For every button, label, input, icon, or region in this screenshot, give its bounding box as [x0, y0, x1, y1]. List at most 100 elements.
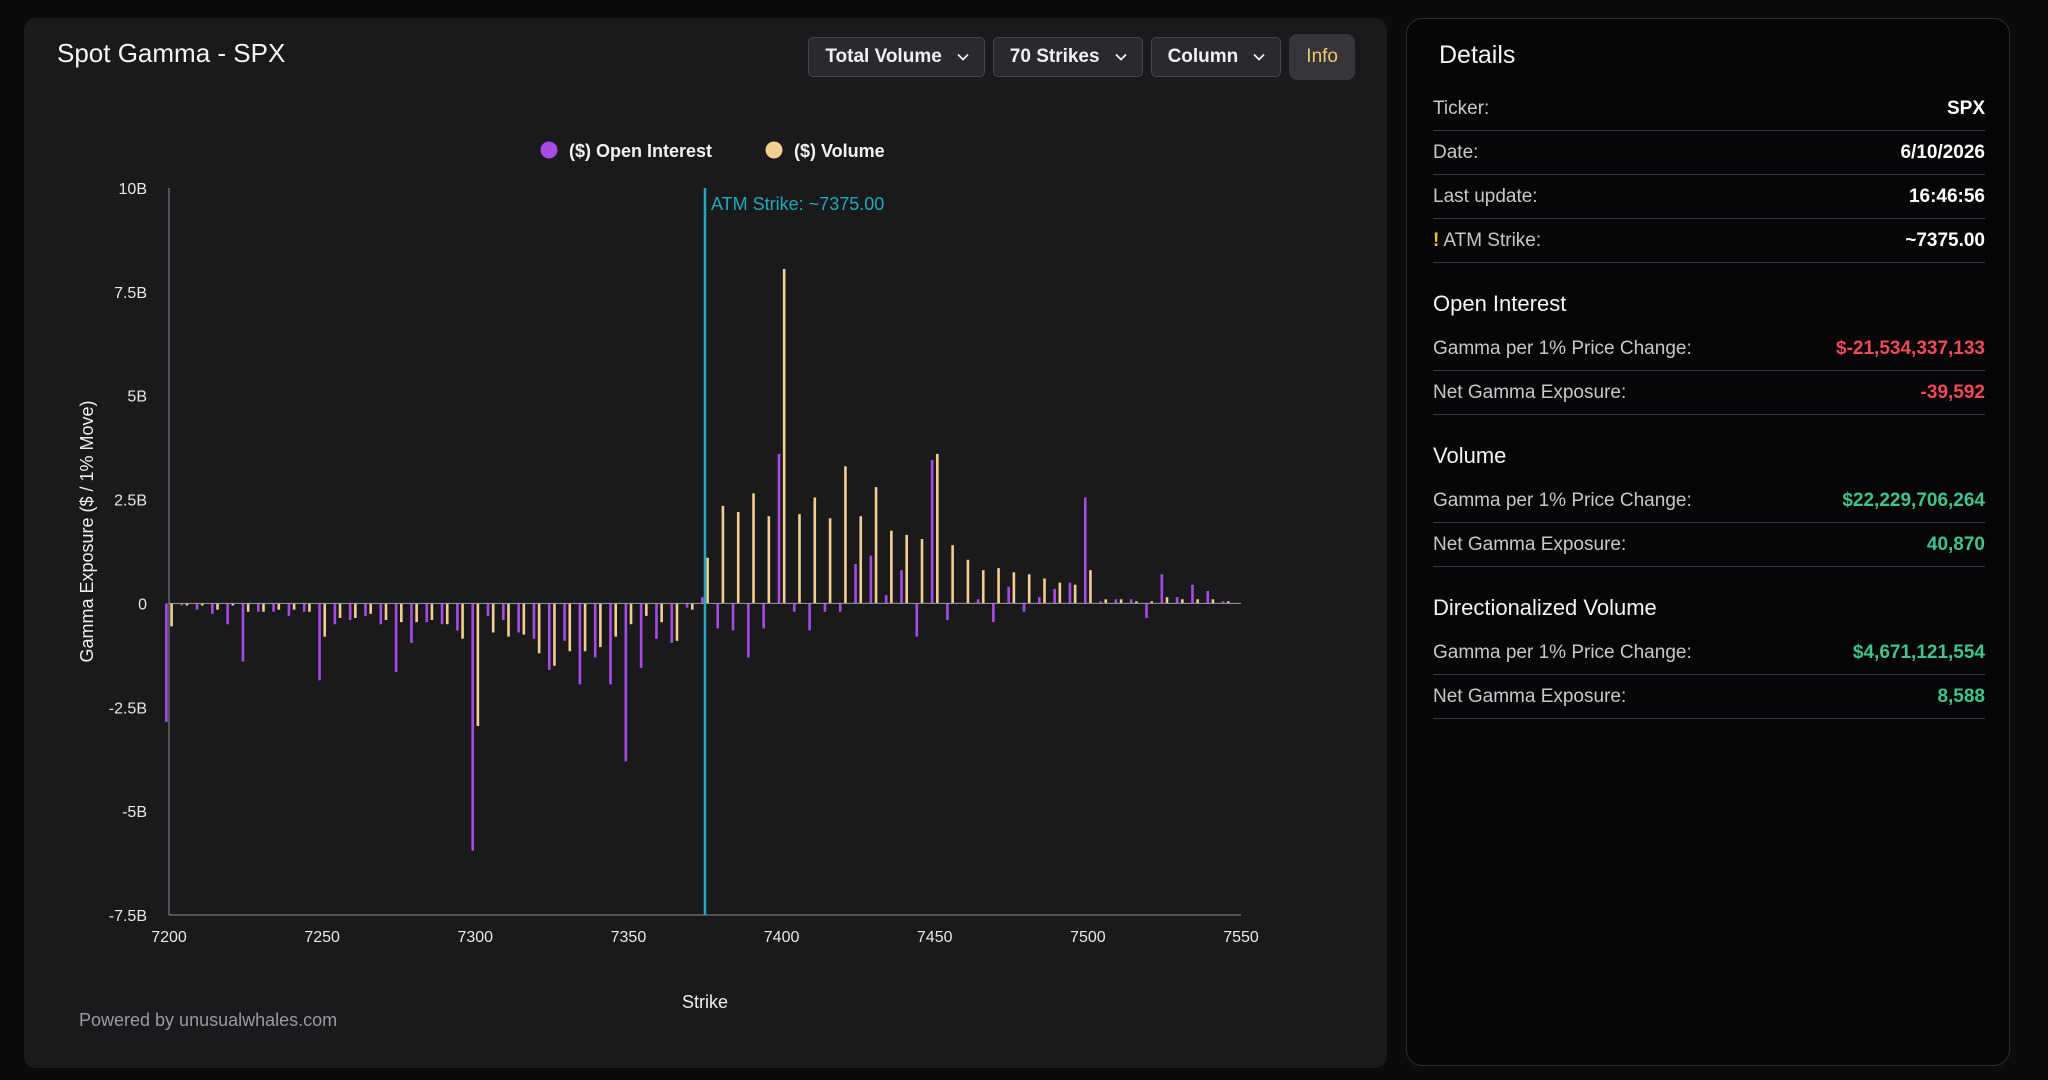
volume-bar	[767, 516, 771, 604]
x-axis-title: Strike	[682, 992, 728, 1012]
oi-bar	[348, 603, 352, 621]
strikes-select[interactable]: 70 Strikes	[992, 37, 1143, 77]
volume-bar	[507, 603, 510, 637]
volume-bar	[890, 530, 893, 604]
chart-controls: Total Volume 70 Strikes Column Info	[808, 34, 1355, 80]
volume-bar	[1012, 572, 1016, 604]
volume-bar	[798, 514, 801, 604]
volume-bar	[369, 603, 372, 614]
oi-bar	[241, 603, 245, 662]
oi-bar	[1175, 597, 1179, 604]
details-panel: Details Ticker: SPX Date: 6/10/2026 Last…	[1406, 18, 2010, 1066]
y-tick-label: 0	[138, 596, 147, 613]
volume-bar	[400, 603, 403, 623]
x-tick-label: 7550	[1223, 929, 1259, 946]
x-tick-label: 7500	[1070, 929, 1106, 946]
oi-bar	[532, 603, 536, 639]
volume-bar	[1211, 599, 1215, 604]
legend-marker	[765, 141, 783, 159]
volume-bar	[1135, 601, 1138, 604]
oi-bar	[425, 603, 429, 623]
volume-bar	[1043, 578, 1046, 604]
dir-gamma-label: Gamma per 1% Price Change:	[1433, 641, 1692, 663]
volume-bar	[874, 487, 878, 604]
oi-bar	[808, 603, 811, 631]
atm-strike-annotation: ATM Strike: ~7375.00	[711, 194, 884, 214]
ticker-label: Ticker:	[1433, 97, 1490, 119]
details-rows: Ticker: SPX Date: 6/10/2026 Last update:…	[1433, 87, 1985, 719]
details-title: Details	[1439, 41, 1516, 69]
info-button[interactable]: Info	[1289, 34, 1355, 80]
volume-bar	[246, 603, 250, 612]
oi-bar	[593, 603, 597, 658]
atm-strike-row: ! ATM Strike: ~7375.00	[1433, 219, 1985, 263]
volume-bar	[415, 603, 418, 623]
volume-bar	[997, 568, 1000, 604]
y-tick-label: -2.5B	[109, 700, 147, 717]
oi-bar	[792, 603, 796, 612]
oi-gamma-row: Gamma per 1% Price Change: $-21,534,337,…	[1433, 327, 1985, 371]
powered-by-footer: Powered by unusualwhales.com	[79, 1010, 338, 1030]
volume-type-label: Total Volume	[825, 46, 942, 67]
vol-gamma-row: Gamma per 1% Price Change: $22,229,706,2…	[1433, 479, 1985, 523]
atm-strike-label-wrap: ! ATM Strike:	[1433, 230, 1541, 252]
dir-gamma-row: Gamma per 1% Price Change: $4,671,121,55…	[1433, 631, 1985, 675]
oi-net-value: -39,592	[1920, 381, 1985, 403]
atm-strike-value: ~7375.00	[1905, 229, 1985, 251]
oi-bar	[165, 603, 168, 722]
volume-bar	[1073, 584, 1077, 604]
oi-bar	[394, 603, 398, 672]
volume-bar	[660, 603, 663, 623]
ticker-row: Ticker: SPX	[1433, 87, 1985, 131]
x-tick-label: 7450	[917, 929, 953, 946]
volume-bar	[981, 570, 985, 604]
y-axis-title: Gamma Exposure ($ / 1% Move)	[77, 400, 97, 662]
x-tick-label: 7300	[457, 929, 493, 946]
oi-bar	[272, 603, 275, 612]
oi-bar	[946, 603, 949, 621]
volume-type-select[interactable]: Total Volume	[808, 37, 985, 77]
oi-net-row: Net Gamma Exposure: -39,592	[1433, 371, 1985, 415]
volume-bar	[338, 603, 342, 618]
oi-bar	[1053, 588, 1056, 604]
volume-bar	[920, 539, 924, 604]
volume-bar	[1150, 601, 1154, 604]
vol-net-value: 40,870	[1926, 533, 1985, 555]
vol-gamma-label: Gamma per 1% Price Change:	[1433, 489, 1692, 511]
last-update-value: 16:46:56	[1908, 185, 1985, 207]
warning-icon: !	[1433, 229, 1440, 251]
oi-bar	[838, 603, 842, 612]
dir-net-value: 8,588	[1937, 685, 1985, 707]
volume-bar	[277, 603, 281, 610]
oi-bar	[639, 603, 643, 668]
oi-bar	[869, 555, 873, 604]
oi-bar	[578, 603, 582, 685]
volume-bar	[323, 603, 327, 637]
chart-type-select[interactable]: Column	[1150, 37, 1282, 77]
volume-bar	[629, 603, 633, 625]
volume-bar	[706, 557, 709, 604]
oi-bar	[410, 603, 413, 643]
oi-bar	[1038, 597, 1041, 604]
chevron-down-icon	[957, 53, 969, 61]
volume-bar	[384, 603, 388, 621]
y-tick-label: 2.5B	[114, 493, 147, 510]
volume-bar	[568, 603, 572, 652]
oi-bar	[747, 603, 750, 658]
dir-net-row: Net Gamma Exposure: 8,588	[1433, 675, 1985, 719]
volume-bar	[231, 603, 235, 606]
oi-bar	[1083, 497, 1087, 604]
vol-net-row: Net Gamma Exposure: 40,870	[1433, 523, 1985, 567]
volume-heading: Volume	[1433, 443, 1507, 468]
chevron-down-icon	[1253, 53, 1265, 61]
oi-bar	[1114, 599, 1118, 604]
oi-bar	[777, 453, 781, 604]
volume-bar	[1058, 582, 1062, 604]
date-value: 6/10/2026	[1900, 141, 1985, 163]
chevron-down-icon	[1114, 53, 1127, 61]
volume-bar	[782, 269, 786, 604]
y-tick-label: 5B	[127, 389, 147, 406]
oi-bar	[609, 603, 612, 685]
volume-bar	[905, 534, 908, 604]
volume-bar	[583, 603, 587, 652]
